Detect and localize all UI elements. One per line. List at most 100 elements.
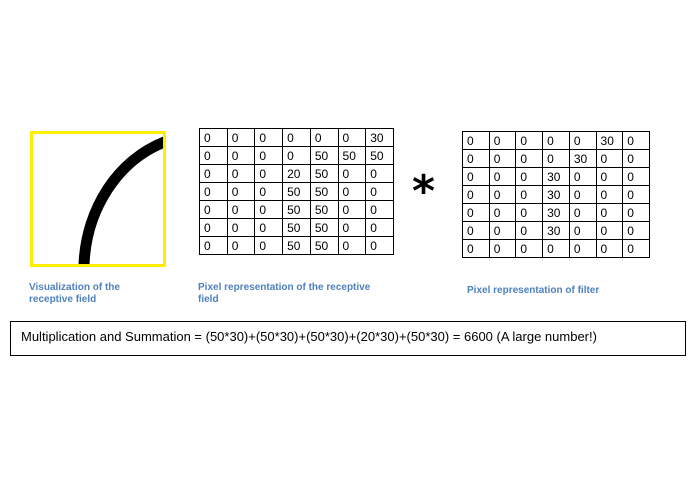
receptive-matrix-cell: 0 — [254, 128, 284, 147]
receptive-matrix-row: 0 0 0 50 50 0 0 — [199, 236, 394, 255]
receptive-matrix-cell: 0 — [365, 218, 394, 237]
receptive-matrix-row: 0 0 0 0 0 0 30 — [199, 128, 394, 147]
receptive-matrix-row: 0 0 0 20 50 0 0 — [199, 164, 394, 183]
filter-matrix-cell: 0 — [488, 221, 517, 240]
filter-matrix-cell: 0 — [462, 167, 490, 186]
receptive-matrix-cell: 0 — [282, 146, 311, 165]
receptive-matrix-cell: 50 — [309, 182, 339, 201]
receptive-matrix-cell: 0 — [337, 128, 367, 147]
receptive-matrix-cell: 0 — [337, 218, 367, 237]
filter-matrix-cell: 0 — [568, 131, 597, 150]
receptive-matrix-cell: 0 — [337, 236, 367, 255]
receptive-matrix-cell: 0 — [254, 164, 284, 183]
filter-matrix-cell: 30 — [542, 185, 570, 204]
filter-matrix-cell: 30 — [542, 203, 570, 222]
filter-matrix-cell: 0 — [515, 167, 544, 186]
filter-matrix-cell: 0 — [515, 131, 544, 150]
receptive-matrix-cell: 50 — [309, 218, 339, 237]
receptive-matrix-cell: 0 — [309, 128, 339, 147]
filter-matrix-row: 0 0 0 30 0 0 0 — [462, 221, 650, 240]
receptive-matrix-cell: 0 — [199, 236, 228, 255]
receptive-matrix-cell: 30 — [365, 128, 394, 147]
formula-text: Multiplication and Summation = (50*30)+(… — [21, 329, 597, 344]
receptive-matrix-row: 0 0 0 0 50 50 50 — [199, 146, 394, 165]
filter-matrix-cell: 0 — [462, 239, 490, 258]
filter-matrix-cell: 0 — [622, 239, 650, 258]
receptive-matrix-cell: 0 — [199, 128, 228, 147]
receptive-matrix-cell: 0 — [226, 182, 256, 201]
filter-matrix-cell: 0 — [622, 149, 650, 168]
filter-matrix-cell: 0 — [515, 203, 544, 222]
filter-matrix-cell: 0 — [568, 203, 597, 222]
filter-matrix-cell: 0 — [542, 239, 570, 258]
receptive-matrix-cell: 0 — [226, 164, 256, 183]
receptive-field-caption-line: receptive field — [29, 294, 97, 305]
receptive-matrix-cell: 0 — [199, 218, 228, 237]
receptive-matrix-cell: 20 — [282, 164, 311, 183]
receptive-matrix-cell: 0 — [254, 218, 284, 237]
filter-matrix-row: 0 0 0 0 0 30 0 — [462, 131, 650, 150]
receptive-matrix-cell: 0 — [226, 236, 256, 255]
filter-matrix-cell: 0 — [488, 149, 517, 168]
filter-matrix-cell: 30 — [568, 149, 597, 168]
filter-matrix-cell: 0 — [488, 239, 517, 258]
filter-matrix-row: 0 0 0 0 30 0 0 — [462, 149, 650, 168]
filter-matrix-cell: 0 — [515, 149, 544, 168]
filter-matrix-cell: 0 — [515, 221, 544, 240]
receptive-field-matrix: 0 0 0 0 0 0 30 0 0 0 0 50 50 50 0 0 0 20 50 0 0 0 0 0 50 50 0 0 0 0 0 5… — [199, 128, 394, 255]
receptive-matrix-row: 0 0 0 50 50 0 0 — [199, 182, 394, 201]
filter-matrix-cell: 0 — [595, 239, 624, 258]
filter-matrix-cell: 0 — [568, 239, 597, 258]
filter-matrix-cell: 0 — [542, 149, 570, 168]
receptive-matrix-row: 0 0 0 50 50 0 0 — [199, 218, 394, 237]
filter-matrix-cell: 0 — [622, 203, 650, 222]
filter-matrix-cell: 30 — [542, 167, 570, 186]
filter-matrix-cell: 0 — [568, 221, 597, 240]
receptive-matrix-cell: 0 — [365, 236, 394, 255]
curve-graphic — [78, 136, 163, 264]
filter-matrix-cell: 0 — [488, 185, 517, 204]
receptive-matrix-row: 0 0 0 50 50 0 0 — [199, 200, 394, 219]
filter-matrix-cell: 0 — [542, 131, 570, 150]
filter-matrix-cell: 30 — [595, 131, 624, 150]
filter-matrix-cell: 0 — [568, 185, 597, 204]
receptive-matrix-caption: Pixel representation of the receptive fi… — [198, 282, 398, 306]
receptive-matrix-cell: 50 — [365, 146, 394, 165]
filter-matrix-cell: 0 — [488, 131, 517, 150]
filter-matrix-cell: 0 — [595, 221, 624, 240]
filter-matrix-cell: 0 — [462, 203, 490, 222]
filter-matrix-cell: 0 — [488, 167, 517, 186]
receptive-matrix-cell: 0 — [365, 182, 394, 201]
formula-box: Multiplication and Summation = (50*30)+(… — [10, 321, 686, 356]
filter-matrix: 0 0 0 0 0 30 0 0 0 0 0 30 0 0 0 0 0 30 0 0 0 0 0 0 30 0 0 0 0 0 0 30 0 0 0… — [462, 131, 650, 258]
receptive-matrix-cell: 50 — [309, 236, 339, 255]
receptive-field-caption-line: Visualization of the — [29, 282, 120, 293]
filter-matrix-cell: 0 — [488, 203, 517, 222]
receptive-matrix-cell: 0 — [254, 182, 284, 201]
receptive-matrix-cell: 50 — [282, 236, 311, 255]
filter-matrix-row: 0 0 0 30 0 0 0 — [462, 203, 650, 222]
receptive-field-caption: Visualization of the receptive field — [29, 282, 169, 306]
receptive-matrix-cell: 0 — [199, 164, 228, 183]
filter-matrix-cell: 0 — [515, 239, 544, 258]
filter-matrix-cell: 0 — [462, 221, 490, 240]
filter-matrix-cell: 0 — [568, 167, 597, 186]
receptive-matrix-cell: 0 — [199, 182, 228, 201]
receptive-matrix-cell: 50 — [282, 200, 311, 219]
receptive-matrix-cell: 50 — [309, 164, 339, 183]
filter-matrix-cell: 0 — [595, 167, 624, 186]
filter-matrix-row: 0 0 0 30 0 0 0 — [462, 167, 650, 186]
receptive-matrix-cell: 50 — [282, 218, 311, 237]
filter-matrix-cell: 0 — [515, 185, 544, 204]
filter-matrix-cell: 0 — [462, 131, 490, 150]
receptive-matrix-cell: 50 — [309, 200, 339, 219]
filter-matrix-cell: 0 — [622, 185, 650, 204]
receptive-matrix-cell: 0 — [226, 200, 256, 219]
receptive-matrix-cell: 0 — [254, 236, 284, 255]
receptive-matrix-cell: 50 — [282, 182, 311, 201]
filter-matrix-caption: Pixel representation of filter — [467, 285, 600, 296]
filter-matrix-cell: 0 — [595, 185, 624, 204]
receptive-matrix-cell: 0 — [282, 128, 311, 147]
receptive-matrix-cell: 0 — [337, 164, 367, 183]
